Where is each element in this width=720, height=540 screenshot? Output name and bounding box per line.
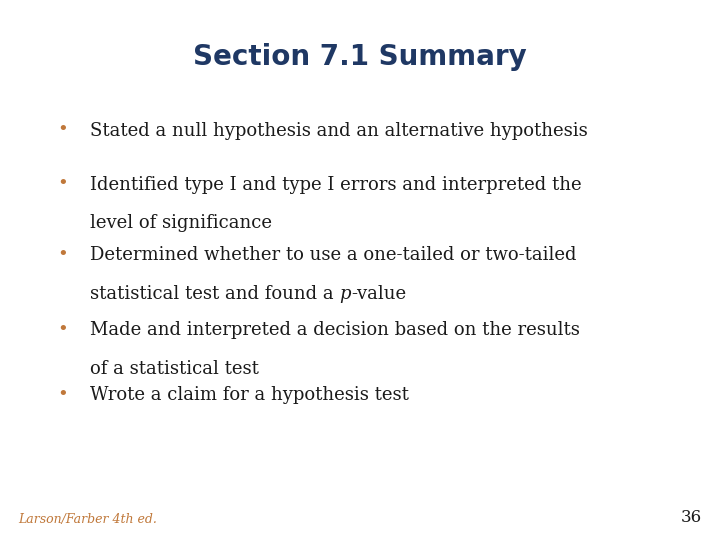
Text: level of significance: level of significance: [90, 214, 272, 232]
Text: p: p: [339, 285, 351, 302]
Text: statistical test and found a: statistical test and found a: [90, 285, 339, 302]
Text: p: p: [339, 285, 351, 302]
Text: •: •: [58, 122, 68, 139]
Text: •: •: [58, 246, 68, 264]
Text: Wrote a claim for a hypothesis test: Wrote a claim for a hypothesis test: [90, 386, 409, 404]
Text: statistical test and found a: statistical test and found a: [90, 285, 339, 302]
Text: of a statistical test: of a statistical test: [90, 360, 259, 378]
Text: Stated a null hypothesis and an alternative hypothesis: Stated a null hypothesis and an alternat…: [90, 122, 588, 139]
Text: Determined whether to use a one-tailed or two-tailed: Determined whether to use a one-tailed o…: [90, 246, 577, 264]
Text: Larson/Farber 4th ed.: Larson/Farber 4th ed.: [18, 514, 157, 526]
Text: Identified type I and type I errors and interpreted the: Identified type I and type I errors and …: [90, 176, 582, 193]
Text: •: •: [58, 386, 68, 404]
Text: 36: 36: [681, 510, 702, 526]
Text: Section 7.1 Summary: Section 7.1 Summary: [193, 43, 527, 71]
Text: -value: -value: [351, 285, 406, 302]
Text: •: •: [58, 321, 68, 339]
Text: Made and interpreted a decision based on the results: Made and interpreted a decision based on…: [90, 321, 580, 339]
Text: •: •: [58, 176, 68, 193]
